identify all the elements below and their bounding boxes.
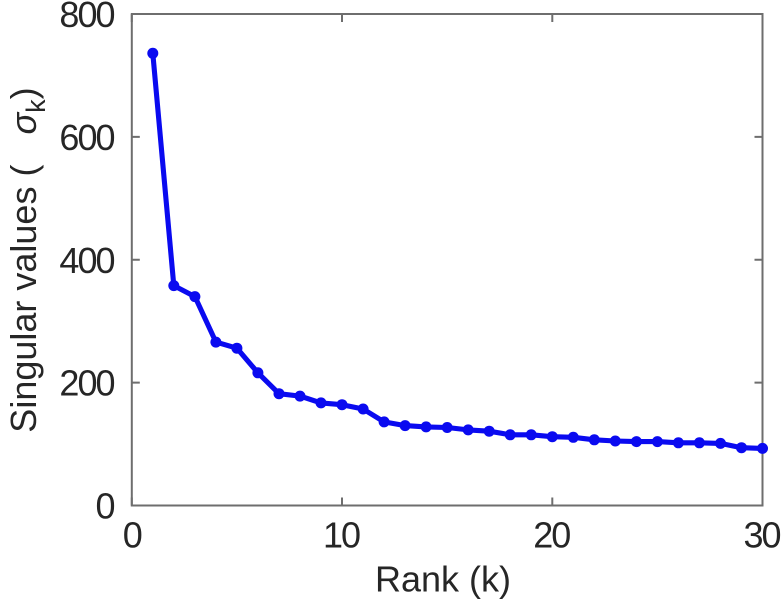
svg-text:0: 0 [123,515,142,556]
svg-text:800: 800 [59,0,114,35]
svg-text:0: 0 [95,486,114,527]
svg-text:200: 200 [59,363,114,404]
svg-text:30: 30 [743,515,780,556]
svg-text:400: 400 [59,240,114,281]
svg-text:600: 600 [59,117,114,158]
svg-text:Rank (k): Rank (k) [375,559,511,600]
svg-text:Singular values ( σk): Singular values ( σk) [3,87,51,432]
svg-text:10: 10 [323,515,360,556]
svg-text:20: 20 [533,515,570,556]
